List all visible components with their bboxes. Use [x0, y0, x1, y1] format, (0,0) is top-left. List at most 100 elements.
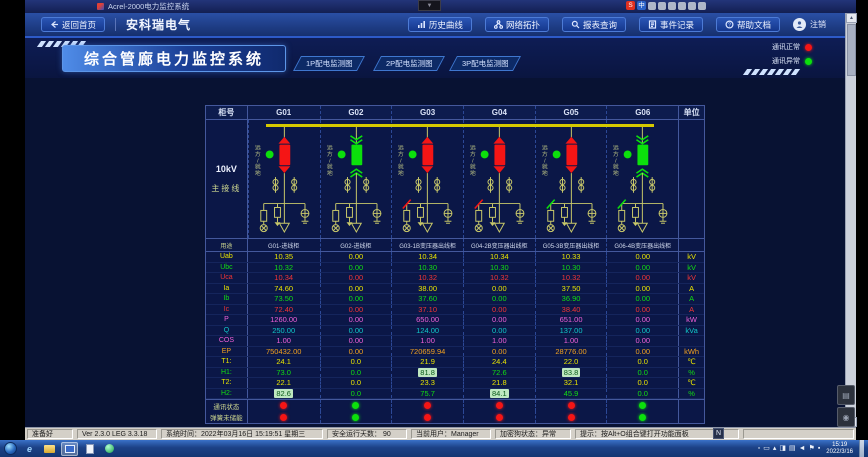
- volume-tray-icon[interactable]: ◄: [798, 445, 806, 452]
- browser-icon[interactable]: e: [26, 443, 32, 454]
- user-menu[interactable]: 注销: [793, 18, 826, 31]
- legend-status-dot: [805, 43, 812, 51]
- measurement-value: 0.00: [635, 262, 651, 272]
- usb-tray-icon[interactable]: ▪: [817, 445, 821, 452]
- purpose-text: G01-进线柜: [268, 243, 300, 250]
- measurement-value: 28776.00: [555, 346, 587, 356]
- nav-divider: [115, 18, 117, 31]
- tab-1p-monitor[interactable]: 1P配电监测图: [293, 56, 365, 71]
- floating-tool-button-2[interactable]: ◉: [837, 407, 855, 427]
- punctuation-icon[interactable]: [648, 1, 656, 10]
- scroll-up-arrow-icon[interactable]: ▲: [846, 13, 857, 23]
- value-cell: 0.00: [606, 346, 678, 356]
- measurement-value: 21.9: [420, 357, 435, 367]
- status-dot-red: [495, 402, 503, 409]
- value-cell: 10.32: [462, 273, 535, 283]
- flag-tray-icon[interactable]: ⚑: [808, 445, 815, 452]
- printer-tray-icon[interactable]: ▭: [763, 445, 770, 452]
- measurement-value: 0.00: [348, 304, 364, 314]
- value-cell: 0.0: [319, 367, 392, 377]
- schematic-g01[interactable]: 远方 / 就地: [247, 120, 320, 238]
- svg-text:/: /: [329, 158, 331, 164]
- document-icon[interactable]: [81, 442, 98, 456]
- toolbox-icon[interactable]: [688, 1, 696, 10]
- value-cell: 0.00: [462, 325, 535, 335]
- svg-text:方: 方: [255, 149, 261, 157]
- titlebar-dropdown[interactable]: ▼: [418, 0, 441, 11]
- schematic-g02[interactable]: 远方 / 就地: [319, 120, 392, 238]
- status-dot-red: [424, 402, 432, 409]
- home-button[interactable]: 返回首页: [41, 17, 106, 32]
- keyboard-icon[interactable]: [678, 1, 686, 10]
- folder-icon[interactable]: [41, 442, 58, 456]
- nav-button-3[interactable]: 报表查询: [561, 17, 626, 32]
- table-row: Uca 10.34 0.00 10.32 10.32 10.32 0.00 kV: [206, 273, 704, 284]
- tab-3p-monitor[interactable]: 3P配电监测图: [449, 56, 521, 71]
- measurement-value: 36.90: [561, 294, 581, 304]
- measurement-value: 0.0: [637, 378, 648, 388]
- shield-tray-icon[interactable]: ▴: [772, 445, 777, 452]
- tab-2p-monitor[interactable]: 2P配电监测图: [373, 56, 445, 71]
- value-cell: 21.9: [391, 357, 463, 367]
- main-wiring-label: 10kV 主接线: [206, 120, 248, 238]
- show-desktop-button[interactable]: [859, 440, 864, 457]
- value-cell: 1.00: [462, 336, 535, 346]
- schematic-g05[interactable]: 远方 / 就地: [534, 120, 607, 238]
- measurement-value: 38.00: [418, 283, 437, 293]
- wiring-label: 主接线: [211, 184, 242, 193]
- start-button[interactable]: [4, 442, 17, 455]
- network-tray-icon[interactable]: ▤: [788, 445, 796, 452]
- ime-indicator-badge[interactable]: N: [713, 428, 724, 439]
- value-cell: 45.9: [534, 388, 607, 398]
- schematic-g04[interactable]: 远方 / 就地: [462, 120, 535, 238]
- sogou-icon[interactable]: S: [626, 1, 635, 10]
- floating-tool-button-1[interactable]: ▤: [837, 385, 855, 405]
- column-header-text: G04: [491, 108, 507, 117]
- nav-button-5[interactable]: ? 帮助文档: [715, 17, 780, 32]
- value-cell: 84.1: [462, 388, 535, 398]
- media-icon[interactable]: [101, 442, 118, 456]
- measurement-value: 0.0: [350, 367, 362, 377]
- emoji-icon[interactable]: [658, 1, 666, 10]
- app-window-icon[interactable]: [61, 441, 78, 456]
- schematic-g03[interactable]: 远方 / 就地: [391, 120, 463, 238]
- table-row: 用途 G01-进线柜 G02-进线柜 G03-1B变压器出线柜 G04-2B变压器出线柜…: [206, 239, 704, 252]
- value-cell: 0.00: [319, 252, 392, 262]
- svg-text:/: /: [472, 158, 474, 164]
- measurement-value: 0.00: [348, 252, 364, 262]
- svg-text:/: /: [400, 158, 402, 164]
- schematic-g06[interactable]: 远方 / 就地: [606, 120, 678, 238]
- unit-text: A: [689, 294, 695, 304]
- measurement-value: 32.1: [563, 378, 579, 388]
- nav-button-1[interactable]: 历史曲线: [407, 17, 472, 32]
- chinese-input-icon[interactable]: 中: [637, 1, 646, 10]
- mic-icon[interactable]: [668, 1, 676, 10]
- svg-text:就: 就: [613, 162, 619, 170]
- value-cell: 0.00: [606, 304, 678, 314]
- header-text: 单位: [683, 108, 700, 117]
- nav-button-4[interactable]: 事件记录: [638, 17, 703, 32]
- measurement-value: 84.1: [490, 388, 509, 398]
- taskbar-clock[interactable]: 15:19 2022/3/16: [826, 442, 853, 456]
- settings-icon[interactable]: [698, 1, 706, 10]
- measurement-label: EP: [221, 347, 232, 355]
- update-tray-icon[interactable]: ◨: [779, 445, 786, 452]
- message-tray-icon[interactable]: ▫: [757, 445, 761, 452]
- measurement-value: 137.00: [559, 325, 583, 335]
- svg-text:/: /: [544, 158, 546, 164]
- unit-text: %: [688, 367, 695, 377]
- scrollbar-thumb[interactable]: [847, 24, 856, 76]
- value-cell: 750432.00: [248, 347, 320, 357]
- nav-button-label: 事件记录: [659, 19, 694, 30]
- value-cell: 0.00: [606, 315, 678, 325]
- measurement-value: 0.00: [635, 325, 651, 335]
- status-dot-red: [424, 413, 432, 421]
- nav-button-2[interactable]: 网络拓扑: [484, 17, 549, 32]
- measurement-value: 0.00: [492, 346, 507, 356]
- measurement-value: 750432.00: [265, 346, 302, 356]
- value-cell: 0.0: [606, 388, 678, 398]
- vertical-scrollbar[interactable]: ▲ ▼: [845, 13, 857, 427]
- row-label: Uca: [206, 273, 248, 283]
